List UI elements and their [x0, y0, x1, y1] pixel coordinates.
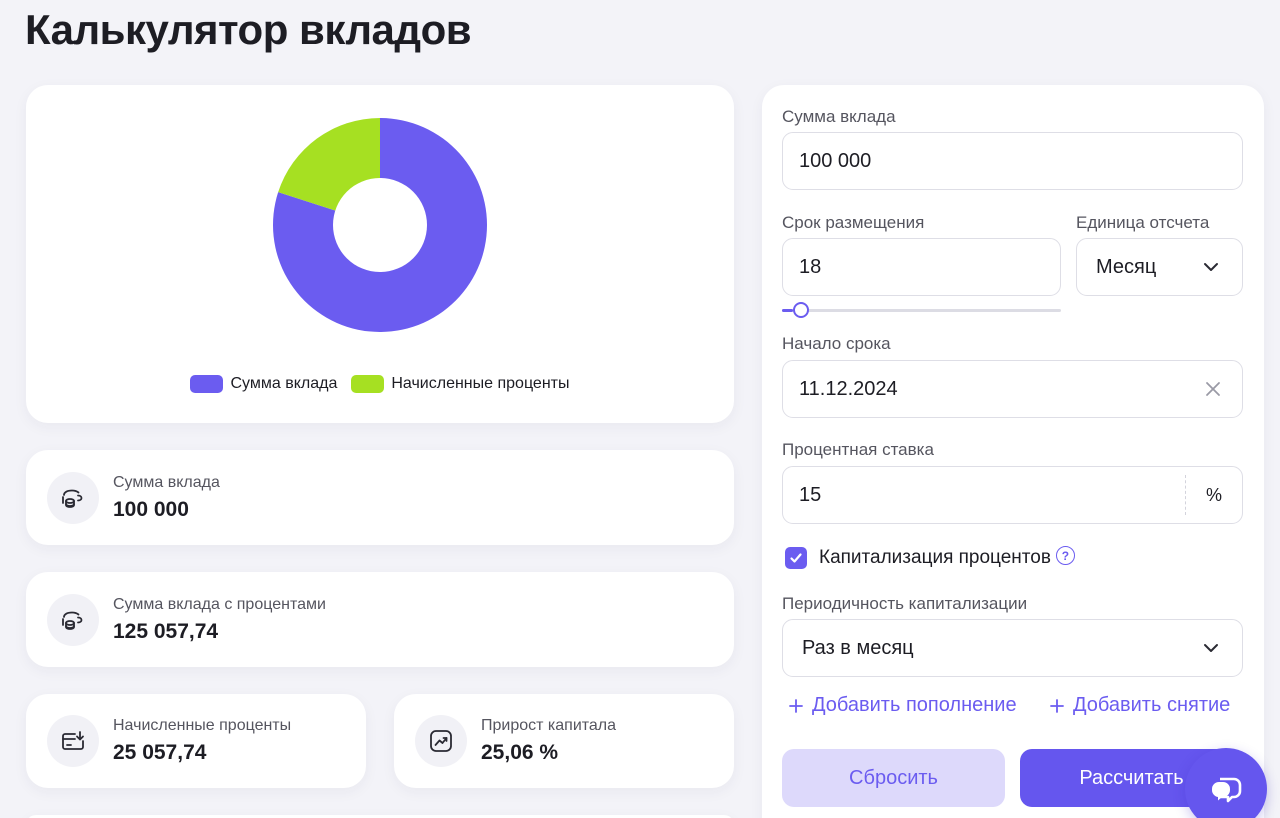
chat-button[interactable]: [1185, 748, 1267, 818]
rate-value: 15: [799, 483, 822, 506]
term-value: 18: [799, 255, 822, 278]
stat-label: Начисленные проценты: [113, 717, 292, 734]
card-download-icon: [47, 715, 99, 767]
amount-input[interactable]: 100 000: [782, 132, 1243, 190]
legend-swatch-deposit: [190, 375, 224, 393]
percent-suffix: %: [1205, 484, 1222, 505]
legend-label-deposit: Сумма вклада: [230, 375, 338, 392]
stat-value: 100 000: [113, 497, 189, 521]
frequency-label: Периодичность капитализации: [782, 594, 1028, 613]
stat-card-partial: [26, 815, 734, 818]
unit-select[interactable]: Месяц: [1076, 238, 1243, 296]
start-value: 11.12.2024: [799, 377, 898, 400]
close-icon[interactable]: [1204, 380, 1222, 398]
chart-card: Сумма вклада Начисленные проценты: [26, 85, 734, 423]
help-icon[interactable]: ?: [1055, 546, 1075, 566]
rate-input[interactable]: 15 %: [782, 466, 1243, 524]
unit-label: Единица отсчета: [1076, 213, 1210, 232]
rate-label: Процентная ставка: [782, 440, 934, 459]
legend-item-deposit[interactable]: Сумма вклада: [190, 375, 337, 393]
stat-label: Прирост капитала: [481, 717, 617, 734]
term-label: Срок размещения: [782, 213, 925, 232]
capitalization-row: Капитализация процентов?: [819, 546, 1075, 569]
coins-hand-icon: [47, 471, 99, 524]
chart-legend: Сумма вклада Начисленные проценты: [26, 375, 734, 393]
check-icon: [790, 553, 802, 563]
stat-card-total: Сумма вклада с процентами 125 057,74: [26, 572, 734, 667]
add-withdrawal-label: Добавить снятие: [1073, 694, 1231, 716]
term-slider[interactable]: [782, 302, 1061, 318]
stat-label: Сумма вклада с процентами: [113, 595, 326, 613]
amount-label: Сумма вклада: [782, 107, 896, 126]
donut-chart: [273, 118, 487, 332]
frequency-select[interactable]: Раз в месяц: [782, 619, 1243, 677]
start-label: Начало срока: [782, 334, 891, 353]
stat-card-growth: Прирост капитала 25,06 %: [394, 694, 734, 788]
rate-divider: [1185, 475, 1186, 515]
capitalization-checkbox[interactable]: [785, 547, 807, 569]
reset-button[interactable]: Сбросить: [782, 749, 1005, 807]
add-deposit-button[interactable]: Добавить пополнение: [788, 694, 1017, 717]
unit-value: Месяц: [1096, 255, 1157, 278]
stat-value: 25,06 %: [481, 741, 559, 764]
stat-card-deposit: Сумма вклада 100 000: [26, 450, 734, 545]
stat-value: 25 057,74: [113, 741, 207, 764]
chat-icon: [1211, 777, 1242, 803]
coins-hand-icon: [47, 593, 99, 646]
donut-hole: [333, 178, 427, 272]
legend-label-interest: Начисленные проценты: [391, 375, 570, 392]
frequency-value: Раз в месяц: [802, 636, 914, 659]
term-input[interactable]: 18: [782, 238, 1061, 296]
amount-value: 100 000: [799, 149, 872, 172]
chevron-down-icon: [1204, 263, 1218, 271]
page-title: Калькулятор вкладов: [25, 6, 472, 53]
stat-value: 125 057,74: [113, 619, 219, 643]
term-slider-fill: [782, 309, 794, 312]
plus-icon: [1050, 698, 1064, 713]
add-deposit-label: Добавить пополнение: [812, 694, 1017, 716]
legend-item-interest[interactable]: Начисленные проценты: [351, 375, 570, 393]
term-slider-thumb[interactable]: [793, 302, 810, 318]
deposit-form: Сумма вклада 100 000 Срок размещения 18 …: [762, 85, 1264, 818]
plus-icon: [789, 698, 803, 713]
trend-up-icon: [415, 715, 467, 767]
chevron-down-icon: [1204, 644, 1218, 652]
legend-swatch-interest: [351, 375, 385, 393]
capitalization-label: Капитализация процентов: [819, 547, 1051, 568]
stat-label: Сумма вклада: [113, 473, 220, 491]
start-date-input[interactable]: 11.12.2024: [782, 360, 1243, 418]
add-withdrawal-button[interactable]: Добавить снятие: [1049, 694, 1230, 717]
stat-card-interest: Начисленные проценты 25 057,74: [26, 694, 366, 788]
